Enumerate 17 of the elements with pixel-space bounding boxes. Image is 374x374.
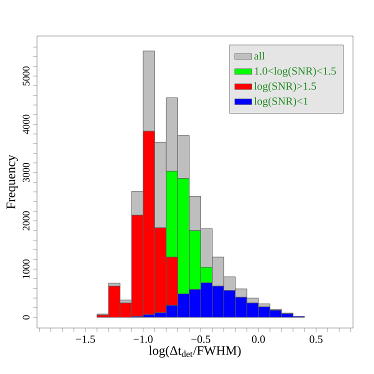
x-tick-label: −1.0 bbox=[134, 336, 153, 343]
y-tick-label: 2000 bbox=[22, 211, 30, 230]
y-tick-label: 5000 bbox=[22, 66, 30, 86]
legend-label: log(SNR)<1 bbox=[254, 97, 308, 108]
legend-label: all bbox=[254, 52, 265, 60]
y-tick-label: 3000 bbox=[22, 162, 30, 182]
legend-label: log(SNR)>1.5 bbox=[254, 82, 316, 92]
x-tick-label: 0.5 bbox=[310, 336, 323, 343]
x-tick-label: −1.5 bbox=[76, 336, 95, 343]
y-tick-label: 1000 bbox=[22, 260, 30, 278]
y-axis-title: Frequency bbox=[6, 154, 18, 209]
x-tick-label: −0.5 bbox=[191, 336, 210, 343]
legend-label: 1.0<log(SNR)<1.5 bbox=[254, 67, 336, 77]
x-tick-label: 0.0 bbox=[252, 336, 265, 343]
x-axis-title: log(Δt$_{det}$/FWHM) bbox=[148, 346, 241, 358]
y-tick-label: 0 bbox=[22, 315, 30, 320]
y-tick-label: 4000 bbox=[22, 114, 30, 134]
